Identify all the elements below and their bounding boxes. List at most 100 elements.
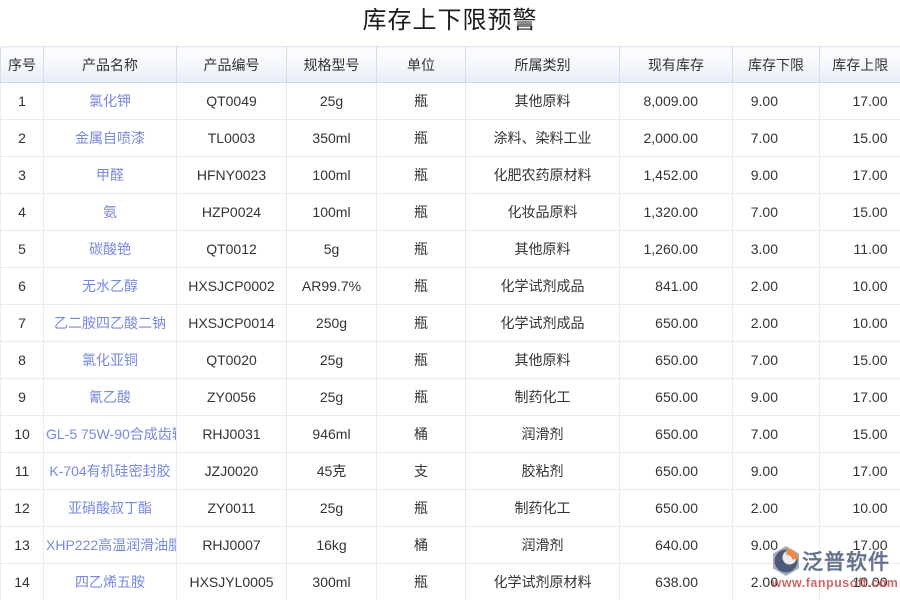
stock-upper-limit: 10.00 xyxy=(819,304,900,342)
product-name-cell: 氰乙酸 xyxy=(43,378,177,416)
product-name-link[interactable]: 碳酸铯 xyxy=(89,241,131,257)
product-name-link[interactable]: 亚硝酸叔丁酯 xyxy=(68,500,152,516)
product-unit: 支 xyxy=(376,452,466,490)
product-category: 化肥农药原材料 xyxy=(465,156,620,194)
product-name-cell: 氯化钾 xyxy=(43,82,177,120)
stock-lower-limit: 7.00 xyxy=(732,415,820,453)
product-code: JZJ0020 xyxy=(176,452,287,490)
product-category: 制药化工 xyxy=(465,378,620,416)
current-stock: 2,000.00 xyxy=(619,119,733,157)
current-stock: 638.00 xyxy=(619,563,733,600)
product-spec: 25g xyxy=(286,378,377,416)
current-stock: 650.00 xyxy=(619,415,733,453)
product-code: ZY0056 xyxy=(176,378,287,416)
row-index: 11 xyxy=(0,452,44,490)
stock-lower-limit: 2.00 xyxy=(732,563,820,600)
product-code: HFNY0023 xyxy=(176,156,287,194)
product-category: 制药化工 xyxy=(465,489,620,527)
product-category: 其他原料 xyxy=(465,82,620,120)
product-category: 化妆品原料 xyxy=(465,193,620,231)
current-stock: 1,320.00 xyxy=(619,193,733,231)
column-header-stock-upper: 库存上限 xyxy=(819,46,900,83)
product-name-link[interactable]: 无水乙醇 xyxy=(82,278,138,294)
table-row: 4 氨 HZP0024 100ml 瓶 化妆品原料 1,320.00 7.00 … xyxy=(0,193,900,231)
product-unit: 瓶 xyxy=(376,230,466,268)
product-name-link[interactable]: 四乙烯五胺 xyxy=(75,574,145,590)
current-stock: 1,260.00 xyxy=(619,230,733,268)
column-header-current-stock: 现有库存 xyxy=(619,46,733,83)
table-header-row: 序号 产品名称 产品编号 规格型号 单位 所属类别 现有库存 库存下限 库存上限 xyxy=(0,46,900,83)
product-spec: 946ml xyxy=(286,415,377,453)
column-header-product-name: 产品名称 xyxy=(43,46,177,83)
product-unit: 瓶 xyxy=(376,378,466,416)
product-spec: 25g xyxy=(286,341,377,379)
product-unit: 瓶 xyxy=(376,304,466,342)
product-name-cell: 四乙烯五胺 xyxy=(43,563,177,600)
product-spec: 25g xyxy=(286,489,377,527)
row-index: 8 xyxy=(0,341,44,379)
product-category: 化学试剂成品 xyxy=(465,304,620,342)
stock-upper-limit: 17.00 xyxy=(819,378,900,416)
row-index: 9 xyxy=(0,378,44,416)
table-row: 12 亚硝酸叔丁酯 ZY0011 25g 瓶 制药化工 650.00 2.00 … xyxy=(0,489,900,527)
stock-upper-limit: 15.00 xyxy=(819,119,900,157)
row-index: 6 xyxy=(0,267,44,305)
stock-upper-limit: 10.00 xyxy=(819,563,900,600)
product-unit: 瓶 xyxy=(376,82,466,120)
stock-upper-limit: 10.00 xyxy=(819,489,900,527)
product-code: QT0049 xyxy=(176,82,287,120)
row-index: 13 xyxy=(0,526,44,564)
table-row: 3 甲醛 HFNY0023 100ml 瓶 化肥农药原材料 1,452.00 9… xyxy=(0,156,900,194)
current-stock: 841.00 xyxy=(619,267,733,305)
current-stock: 650.00 xyxy=(619,378,733,416)
product-code: RHJ0007 xyxy=(176,526,287,564)
product-name-cell: 无水乙醇 xyxy=(43,267,177,305)
stock-lower-limit: 2.00 xyxy=(732,267,820,305)
product-name-link[interactable]: 乙二胺四乙酸二钠 xyxy=(54,315,166,331)
column-header-spec-model: 规格型号 xyxy=(286,46,377,83)
row-index: 3 xyxy=(0,156,44,194)
row-index: 10 xyxy=(0,415,44,453)
product-name-link[interactable]: K-704有机硅密封胶 xyxy=(49,463,171,479)
product-category: 化学试剂成品 xyxy=(465,267,620,305)
stock-upper-limit: 11.00 xyxy=(819,230,900,268)
table-row: 5 碳酸铯 QT0012 5g 瓶 其他原料 1,260.00 3.00 11.… xyxy=(0,230,900,268)
current-stock: 8,009.00 xyxy=(619,82,733,120)
current-stock: 650.00 xyxy=(619,452,733,490)
product-code: HZP0024 xyxy=(176,193,287,231)
product-code: QT0012 xyxy=(176,230,287,268)
product-name-link[interactable]: 氨 xyxy=(103,204,117,220)
product-name-cell: 金属自喷漆 xyxy=(43,119,177,157)
table-row: 6 无水乙醇 HXSJCP0002 AR99.7% 瓶 化学试剂成品 841.0… xyxy=(0,267,900,305)
product-name-link[interactable]: 氰乙酸 xyxy=(89,389,131,405)
product-code: RHJ0031 xyxy=(176,415,287,453)
row-index: 12 xyxy=(0,489,44,527)
column-header-unit: 单位 xyxy=(376,46,466,83)
current-stock: 650.00 xyxy=(619,489,733,527)
stock-upper-limit: 15.00 xyxy=(819,341,900,379)
stock-lower-limit: 7.00 xyxy=(732,119,820,157)
product-unit: 瓶 xyxy=(376,563,466,600)
product-spec: 100ml xyxy=(286,156,377,194)
product-category: 化学试剂原材料 xyxy=(465,563,620,600)
table-row: 13 XHP222高温润滑油脂 RHJ0007 16kg 桶 润滑剂 640.0… xyxy=(0,526,900,564)
product-name-link[interactable]: GL-5 75W-90合成齿轮油 xyxy=(46,426,176,442)
product-name-cell: 碳酸铯 xyxy=(43,230,177,268)
product-code: HXSJYL0005 xyxy=(176,563,287,600)
product-unit: 瓶 xyxy=(376,489,466,527)
product-category: 胶粘剂 xyxy=(465,452,620,490)
product-name-link[interactable]: 氯化钾 xyxy=(89,93,131,109)
product-name-link[interactable]: 甲醛 xyxy=(96,167,124,183)
product-name-link[interactable]: XHP222高温润滑油脂 xyxy=(46,537,177,553)
product-name-cell: XHP222高温润滑油脂 xyxy=(43,526,177,564)
product-name-link[interactable]: 金属自喷漆 xyxy=(75,130,145,146)
stock-lower-limit: 9.00 xyxy=(732,526,820,564)
row-index: 7 xyxy=(0,304,44,342)
product-name-link[interactable]: 氯化亚铜 xyxy=(82,352,138,368)
stock-upper-limit: 15.00 xyxy=(819,193,900,231)
product-spec: AR99.7% xyxy=(286,267,377,305)
stock-lower-limit: 7.00 xyxy=(732,341,820,379)
page-title: 库存上下限预警 xyxy=(362,7,538,34)
product-name-cell: 甲醛 xyxy=(43,156,177,194)
table-row: 8 氯化亚铜 QT0020 25g 瓶 其他原料 650.00 7.00 15.… xyxy=(0,341,900,379)
